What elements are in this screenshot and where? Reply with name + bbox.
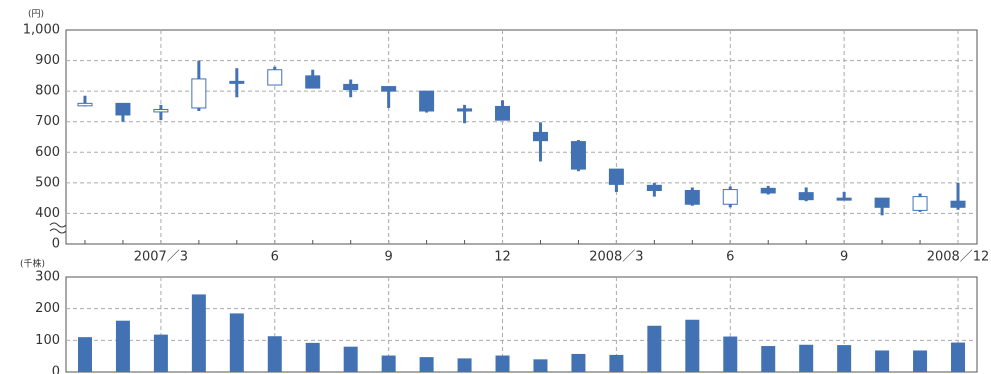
bar <box>115 320 130 372</box>
unit-label: (千株) <box>20 258 45 270</box>
bar <box>343 346 358 372</box>
x-tick-label: 2007／3 <box>134 250 188 265</box>
bar <box>419 357 434 372</box>
bar <box>153 334 168 372</box>
candle-body <box>722 189 738 205</box>
bar <box>951 342 966 372</box>
bar <box>533 359 548 372</box>
candle-body <box>760 187 776 194</box>
y-tick-label: 400 <box>35 206 60 221</box>
y-tick-label: 100 <box>35 333 60 348</box>
bar <box>685 319 700 372</box>
candle-body <box>191 78 207 109</box>
bar <box>571 353 586 372</box>
candle-body <box>912 196 928 211</box>
bar <box>495 355 510 372</box>
candle-body <box>229 80 245 84</box>
bar <box>305 342 320 372</box>
bar <box>77 337 92 372</box>
candle-body <box>798 192 814 201</box>
candle-body <box>950 200 966 208</box>
x-tick-label: 6 <box>271 250 279 265</box>
y-tick-label: 1,000 <box>23 23 60 38</box>
candle-body <box>77 102 93 107</box>
bar <box>723 336 738 372</box>
bar <box>609 354 624 372</box>
y-tick-label: 200 <box>35 301 60 316</box>
bar <box>191 294 206 372</box>
candle-body <box>457 108 473 112</box>
candle-body <box>495 105 511 121</box>
x-tick-label: 6 <box>726 250 734 265</box>
y-tick-label: 600 <box>35 145 60 160</box>
candle-body <box>305 75 321 89</box>
x-tick-label: 2008／12 <box>927 250 990 265</box>
x-tick-label: 9 <box>385 250 393 265</box>
unit-label: (円) <box>28 9 44 20</box>
bar <box>647 325 662 372</box>
candle-body <box>646 184 662 191</box>
candle-body <box>570 141 586 170</box>
bar <box>761 346 776 372</box>
bar <box>913 350 928 372</box>
candle-body <box>381 86 397 92</box>
candle-body <box>532 131 548 142</box>
axis-break <box>49 222 67 234</box>
y-tick-label: 300 <box>35 270 60 285</box>
y-tick-label: 0 <box>52 237 60 252</box>
plot-frame <box>65 276 978 373</box>
y-tick-label: 800 <box>35 84 60 99</box>
candle-body <box>419 90 435 112</box>
y-tick-label: 0 <box>52 365 60 374</box>
x-tick-label: 12 <box>494 250 511 265</box>
candle-body <box>836 197 852 201</box>
y-tick-label: 500 <box>35 175 60 190</box>
candle-body <box>874 197 890 208</box>
bar <box>875 350 890 372</box>
bar <box>229 313 244 372</box>
bar <box>799 344 814 372</box>
candle-body <box>267 69 283 86</box>
candle-body <box>115 102 131 116</box>
candle-body <box>153 108 169 113</box>
candle-body <box>343 83 359 91</box>
x-tick-label: 9 <box>840 250 848 265</box>
bar <box>457 358 472 372</box>
candle-body <box>608 168 624 185</box>
bar <box>381 355 396 372</box>
x-tick-label: 2008／3 <box>589 250 643 265</box>
plot-frame <box>65 29 978 245</box>
bar <box>267 336 282 372</box>
y-tick-label: 900 <box>35 53 60 68</box>
y-tick-label: 700 <box>35 114 60 129</box>
bar <box>837 345 852 372</box>
candle-body <box>684 190 700 205</box>
